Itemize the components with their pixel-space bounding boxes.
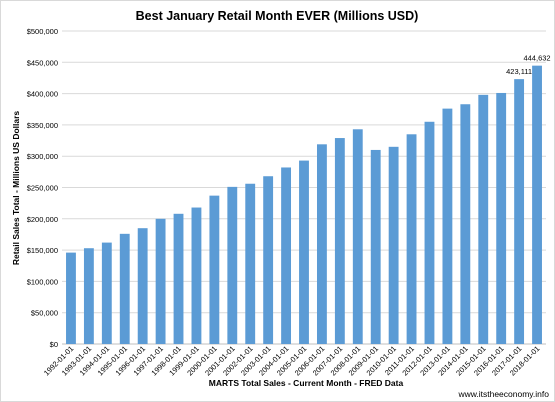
bar xyxy=(263,176,274,344)
bar xyxy=(496,92,507,344)
bar xyxy=(388,146,399,344)
bar xyxy=(173,213,184,344)
y-axis-ticks: $0 $50,000 $100,000 $150,000 $200,000 $250,00… xyxy=(27,27,58,349)
watermark: www.itstheeconomy.info xyxy=(457,389,549,399)
y-tick-label: $350,000 xyxy=(27,121,58,130)
bar xyxy=(155,218,166,344)
y-tick-label: $200,000 xyxy=(27,215,58,224)
bar xyxy=(245,183,256,344)
bar xyxy=(281,167,292,344)
y-tick-label: $300,000 xyxy=(27,152,58,161)
bar xyxy=(119,233,130,344)
bar xyxy=(83,248,94,344)
bar xyxy=(316,144,327,344)
bar xyxy=(66,252,76,344)
x-axis-ticks: 1992-01-011993-01-011994-01-011995-01-01… xyxy=(42,344,542,377)
y-tick-label: $0 xyxy=(50,340,58,349)
bar xyxy=(191,207,202,344)
y-tick-label: $50,000 xyxy=(31,309,58,318)
bar xyxy=(370,149,381,344)
bar xyxy=(227,186,238,344)
bar xyxy=(514,79,525,345)
bar xyxy=(424,121,435,345)
y-axis-label: Retail Sales Total - Millions US Dollars xyxy=(11,111,21,266)
y-tick-label: $150,000 xyxy=(27,246,58,255)
bar xyxy=(460,104,471,344)
bar xyxy=(406,134,417,344)
y-tick-label: $250,000 xyxy=(27,184,58,193)
bars xyxy=(66,65,542,345)
bar xyxy=(352,129,363,344)
y-tick-label: $500,000 xyxy=(27,27,58,36)
x-axis-label: MARTS Total Sales - Current Month - FRED… xyxy=(209,378,404,388)
bar xyxy=(478,94,489,345)
bar xyxy=(442,108,453,345)
data-labels: 423,111 444,632 xyxy=(506,54,550,76)
y-tick-label: $100,000 xyxy=(27,277,58,286)
bar xyxy=(137,228,148,344)
bar xyxy=(532,65,542,344)
data-label: 423,111 xyxy=(506,67,532,76)
bar xyxy=(101,242,112,344)
chart-title: Best January Retail Month EVER (Millions… xyxy=(136,9,419,23)
bar xyxy=(334,138,345,344)
bar xyxy=(299,160,309,344)
bar xyxy=(209,195,220,344)
y-tick-label: $400,000 xyxy=(27,90,58,99)
y-tick-label: $450,000 xyxy=(27,58,58,67)
data-label: 444,632 xyxy=(523,54,550,63)
